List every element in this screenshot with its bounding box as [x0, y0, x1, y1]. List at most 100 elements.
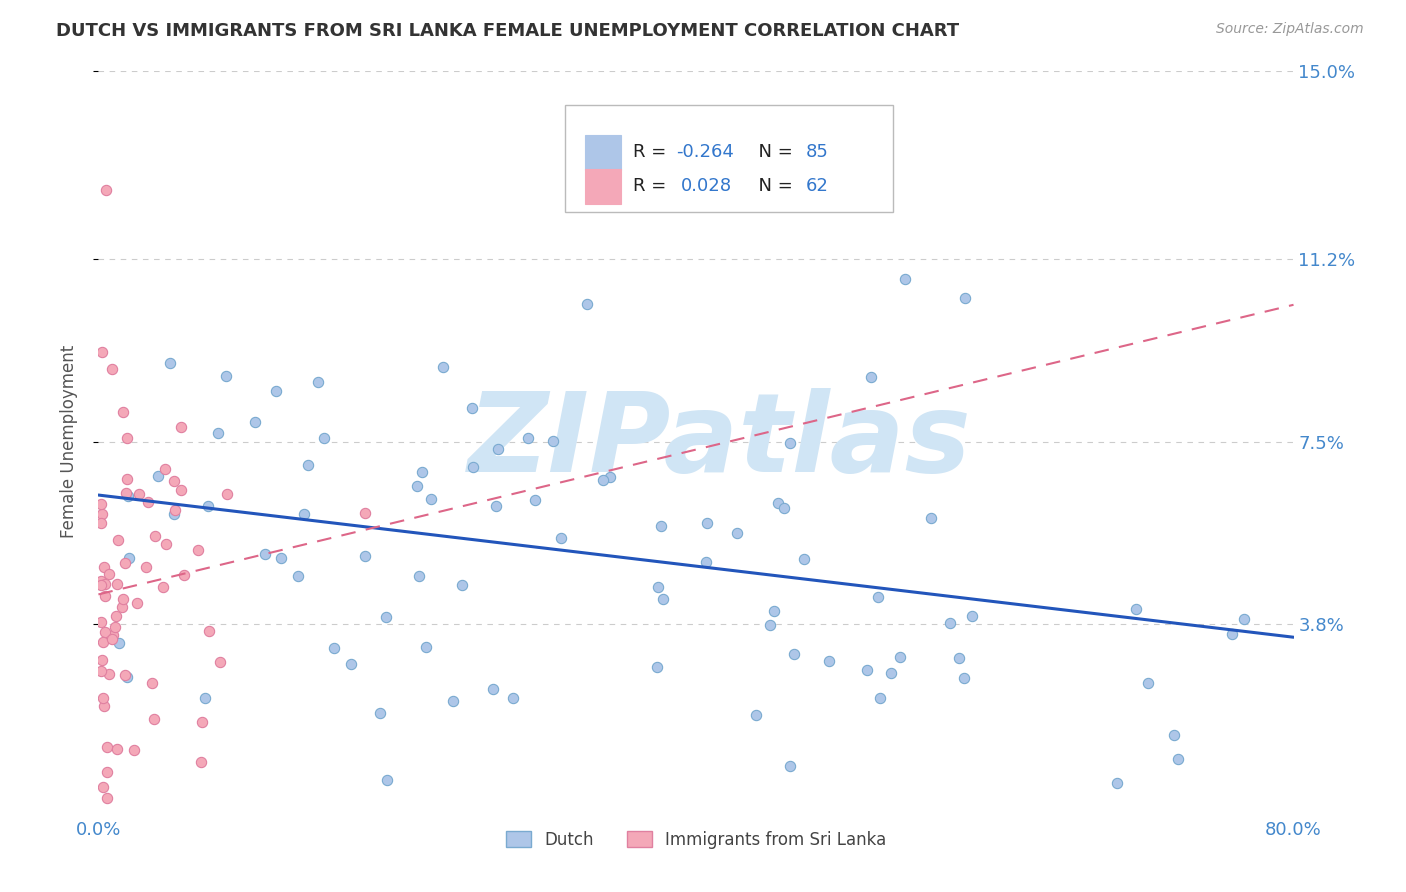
Point: [375, 773, 398, 788]
Point: [541, 434, 564, 448]
Point: [173, 567, 195, 582]
Bar: [585, 135, 620, 170]
Point: [354, 549, 377, 564]
Point: [96, 740, 118, 755]
Point: [645, 659, 668, 673]
Point: [818, 654, 841, 668]
Point: [104, 609, 127, 624]
Point: [1222, 626, 1244, 640]
Point: [97, 566, 120, 581]
Point: [270, 550, 292, 565]
Point: [159, 356, 181, 370]
Point: [94, 625, 117, 640]
Point: [105, 741, 128, 756]
Text: R =: R =: [633, 144, 672, 161]
Point: [91, 780, 114, 794]
Point: [502, 690, 524, 705]
Point: [420, 492, 443, 507]
Point: [90, 615, 112, 629]
Point: [125, 597, 148, 611]
Point: [314, 431, 336, 445]
Point: [90, 574, 112, 588]
Point: [517, 431, 540, 445]
Point: [960, 609, 983, 624]
Point: [94, 183, 117, 197]
Point: [93, 698, 115, 713]
Point: [107, 577, 129, 591]
Bar: [585, 169, 620, 204]
Legend: Dutch, Immigrants from Sri Lanka: Dutch, Immigrants from Sri Lanka: [499, 824, 893, 855]
Point: [96, 791, 118, 805]
Point: [94, 589, 117, 603]
Point: [194, 691, 217, 706]
Point: [91, 635, 114, 649]
Point: [773, 500, 796, 515]
Point: [953, 671, 976, 685]
Point: [111, 592, 134, 607]
Point: [146, 469, 169, 483]
Point: [104, 620, 127, 634]
Point: [93, 560, 115, 574]
Point: [1233, 612, 1256, 626]
Point: [485, 500, 508, 514]
Point: [322, 640, 344, 655]
Point: [143, 712, 166, 726]
Point: [111, 600, 134, 615]
Point: [486, 442, 509, 457]
Point: [292, 507, 315, 521]
Point: [155, 537, 177, 551]
Point: [894, 271, 917, 285]
Point: [103, 628, 125, 642]
Point: [170, 419, 193, 434]
Point: [100, 632, 122, 646]
Point: [163, 474, 186, 488]
Text: N =: N =: [748, 144, 799, 161]
Point: [266, 384, 288, 398]
Point: [745, 708, 768, 723]
Point: [217, 486, 239, 500]
Point: [576, 297, 599, 311]
Point: [626, 138, 648, 153]
Point: [340, 657, 363, 672]
Point: [136, 495, 159, 509]
Point: [96, 765, 118, 780]
Point: [115, 486, 138, 500]
Point: [112, 404, 135, 418]
Point: [921, 511, 943, 525]
Point: [162, 508, 184, 522]
Point: [169, 483, 191, 498]
Point: [939, 616, 962, 631]
Point: [198, 624, 221, 639]
Point: [523, 492, 546, 507]
Point: [406, 479, 429, 493]
Point: [245, 415, 267, 429]
Point: [869, 691, 891, 706]
Point: [253, 548, 276, 562]
Point: [1137, 676, 1160, 690]
Point: [779, 759, 801, 773]
Point: [411, 465, 433, 479]
Point: [91, 507, 114, 521]
Point: [187, 543, 209, 558]
Point: [415, 640, 437, 654]
Point: [90, 577, 112, 591]
Point: [107, 635, 129, 649]
Point: [90, 664, 112, 678]
Point: [191, 715, 214, 730]
Text: DUTCH VS IMMIGRANTS FROM SRI LANKA FEMALE UNEMPLOYMENT CORRELATION CHART: DUTCH VS IMMIGRANTS FROM SRI LANKA FEMAL…: [56, 22, 959, 40]
Text: 85: 85: [806, 144, 828, 161]
Point: [779, 435, 801, 450]
Point: [1107, 775, 1129, 789]
Point: [165, 503, 187, 517]
Point: [91, 690, 114, 705]
Point: [450, 578, 472, 592]
Point: [880, 666, 903, 681]
Point: [117, 489, 139, 503]
Point: [696, 516, 718, 530]
Text: N =: N =: [748, 178, 799, 195]
Point: [695, 555, 717, 569]
Point: [118, 551, 141, 566]
Point: [190, 756, 212, 770]
Point: [868, 591, 890, 605]
Point: [432, 359, 454, 374]
